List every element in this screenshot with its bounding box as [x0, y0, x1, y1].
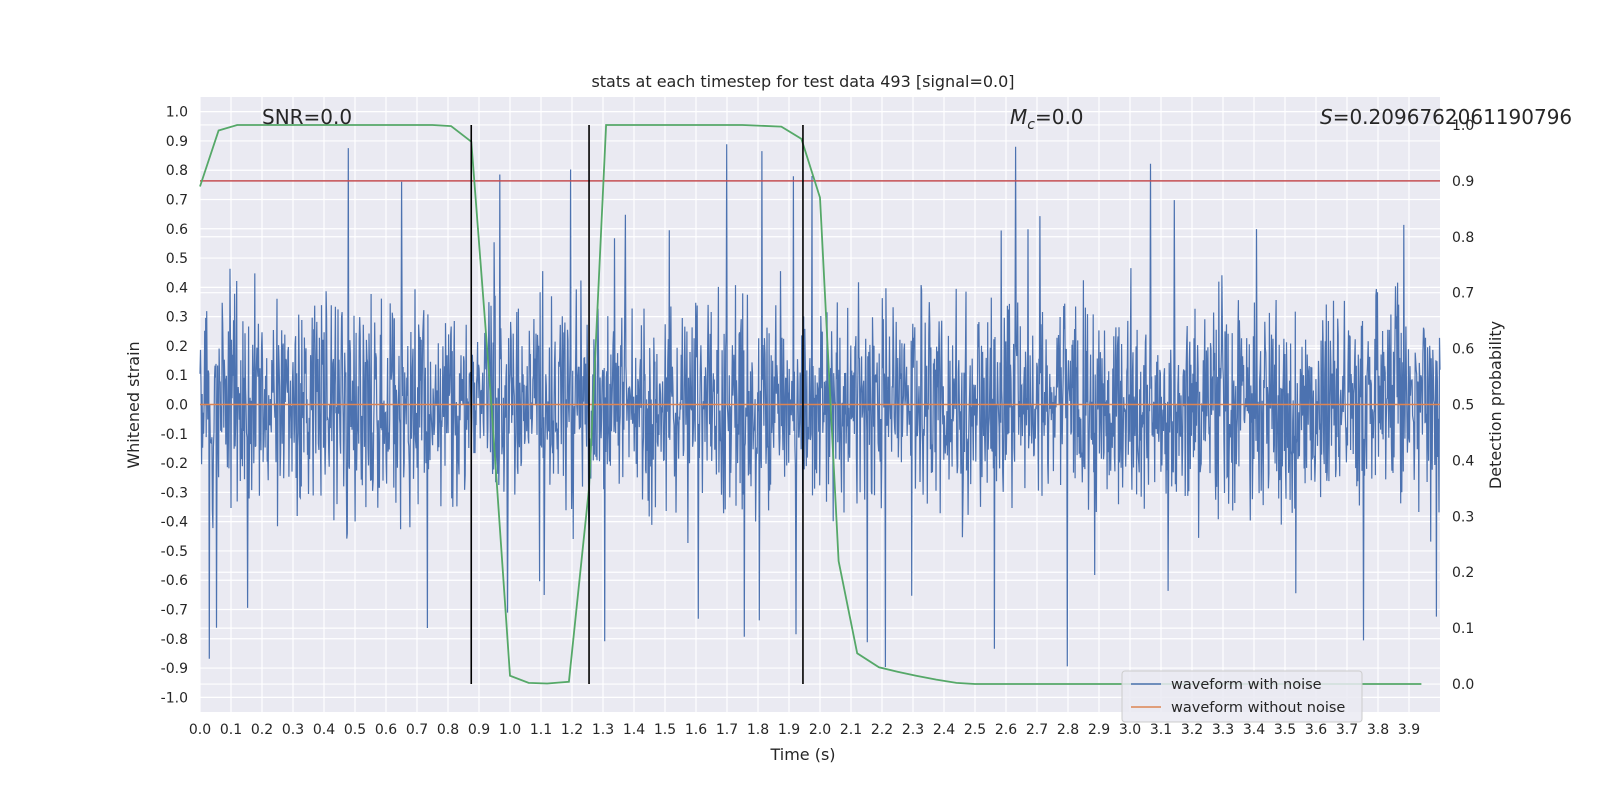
- x-tick-label: 3.8: [1367, 722, 1389, 738]
- x-tick-label: 1.3: [592, 722, 614, 738]
- mc-annotation: Mc=0.0: [1010, 105, 1084, 133]
- y2-tick-label: 0.6: [1452, 342, 1474, 358]
- y-tick-label: 0.1: [166, 368, 188, 384]
- s-symbol: S: [1320, 105, 1333, 129]
- x-axis-ticks: 0.0 0.1 0.2 0.3 0.4 0.5 0.6 0.7 0.8 0.9 1.0 1.1 1.2 1…: [189, 722, 1420, 738]
- x-tick-label: 0.1: [220, 722, 242, 738]
- y-tick-label: -0.7: [161, 603, 188, 619]
- x-tick-label: 3.9: [1398, 722, 1420, 738]
- y-tick-label: 0.3: [166, 310, 188, 326]
- y-tick-label: -0.3: [161, 485, 188, 501]
- y-tick-label: 0.0: [166, 398, 188, 414]
- y-axis-ticks: 1.0 0.9 0.8 0.7 0.6 0.5 0.4 0.3 0.2 0.1 0.0 -0.1 -0.…: [161, 105, 188, 707]
- y-tick-label: 0.9: [166, 134, 188, 150]
- y-tick-label: -0.9: [161, 661, 188, 677]
- y-tick-label: 0.4: [166, 280, 188, 296]
- x-tick-label: 0.3: [282, 722, 304, 738]
- x-tick-label: 1.4: [623, 722, 645, 738]
- y2-tick-label: 1.0: [1452, 118, 1474, 134]
- chart-title: stats at each timestep for test data 493…: [591, 72, 1014, 91]
- x-tick-label: 1.0: [499, 722, 521, 738]
- series-detection-probability: [199, 124, 1422, 685]
- y-tick-label: -0.2: [161, 456, 188, 472]
- x-tick-label: 0.0: [189, 722, 211, 738]
- y2-tick-label: 0.8: [1452, 230, 1474, 246]
- y-tick-label: 0.8: [166, 163, 188, 179]
- y-tick-label: -0.8: [161, 632, 188, 648]
- x-tick-label: 2.0: [809, 722, 831, 738]
- legend-label-noise: waveform with noise: [1171, 677, 1322, 693]
- x-tick-label: 1.9: [778, 722, 800, 738]
- x-tick-label: 2.5: [964, 722, 986, 738]
- series-waveform-with-noise: [199, 144, 1441, 668]
- x-tick-label: 1.6: [685, 722, 707, 738]
- y2-tick-label: 0.2: [1452, 565, 1474, 581]
- probability-line: [199, 124, 1422, 685]
- y-tick-label: -0.4: [161, 515, 188, 531]
- x-tick-label: 3.1: [1150, 722, 1172, 738]
- y-tick-label: -1.0: [161, 690, 188, 706]
- snr-annotation: SNR=0.0: [262, 105, 352, 129]
- x-tick-label: 2.4: [933, 722, 955, 738]
- x-tick-label: 1.7: [716, 722, 738, 738]
- x-tick-label: 0.6: [375, 722, 397, 738]
- x-tick-label: 0.5: [344, 722, 366, 738]
- y-tick-label: 0.7: [166, 193, 188, 209]
- x-tick-label: 1.5: [654, 722, 676, 738]
- y2-tick-label: 0.3: [1452, 509, 1474, 525]
- y-tick-label: -0.6: [161, 573, 188, 589]
- y2-tick-label: 0.4: [1452, 453, 1474, 469]
- x-tick-label: 2.1: [840, 722, 862, 738]
- x-axis-label: Time (s): [769, 745, 835, 764]
- x-tick-label: 3.3: [1212, 722, 1234, 738]
- x-tick-label: 3.2: [1181, 722, 1203, 738]
- mc-value: =0.0: [1035, 105, 1084, 129]
- y2-tick-label: 0.5: [1452, 398, 1474, 414]
- x-tick-label: 3.0: [1119, 722, 1141, 738]
- y-tick-label: 0.2: [166, 339, 188, 355]
- legend-box: [1121, 670, 1363, 723]
- x-tick-label: 2.2: [871, 722, 893, 738]
- y-tick-label: 0.6: [166, 222, 188, 238]
- x-tick-label: 2.3: [902, 722, 924, 738]
- y2-tick-label: 0.1: [1452, 621, 1474, 637]
- x-tick-label: 1.8: [747, 722, 769, 738]
- y2-tick-label: 0.0: [1452, 677, 1474, 693]
- y2-axis-label: Detection probability: [1486, 321, 1505, 489]
- x-tick-label: 0.2: [251, 722, 273, 738]
- legend-label-clean: waveform without noise: [1171, 700, 1345, 716]
- y-tick-label: -0.1: [161, 427, 188, 443]
- x-tick-label: 1.1: [530, 722, 552, 738]
- y-tick-label: 0.5: [166, 251, 188, 267]
- s-annotation: S=0.2096762061190796: [1320, 105, 1572, 129]
- x-tick-label: 3.4: [1243, 722, 1265, 738]
- y-axis-label: Whitened strain: [124, 341, 143, 468]
- mc-subscript: c: [1027, 117, 1035, 133]
- x-tick-label: 3.7: [1336, 722, 1358, 738]
- s-value: =0.2096762061190796: [1333, 105, 1572, 129]
- legend: waveform with noise waveform without noi…: [1121, 670, 1363, 723]
- noise-line: [199, 144, 1441, 668]
- x-tick-label: 3.6: [1305, 722, 1327, 738]
- y2-axis-ticks: 1.0 0.9 0.8 0.7 0.6 0.5 0.4 0.3 0.2 0.1 0.0: [1452, 118, 1474, 693]
- x-tick-label: 0.7: [406, 722, 428, 738]
- x-tick-label: 0.9: [468, 722, 490, 738]
- x-tick-label: 2.9: [1088, 722, 1110, 738]
- y-tick-label: -0.5: [161, 544, 188, 560]
- x-tick-label: 2.8: [1057, 722, 1079, 738]
- event-lines: [470, 124, 804, 685]
- x-tick-label: 0.4: [313, 722, 335, 738]
- x-tick-label: 2.7: [1026, 722, 1048, 738]
- x-tick-label: 1.2: [561, 722, 583, 738]
- mc-symbol: M: [1010, 105, 1027, 129]
- y2-tick-label: 0.7: [1452, 286, 1474, 302]
- x-tick-label: 3.5: [1274, 722, 1296, 738]
- y-tick-label: 1.0: [166, 105, 188, 121]
- x-tick-label: 0.8: [437, 722, 459, 738]
- y2-tick-label: 0.9: [1452, 174, 1474, 190]
- x-tick-label: 2.6: [995, 722, 1017, 738]
